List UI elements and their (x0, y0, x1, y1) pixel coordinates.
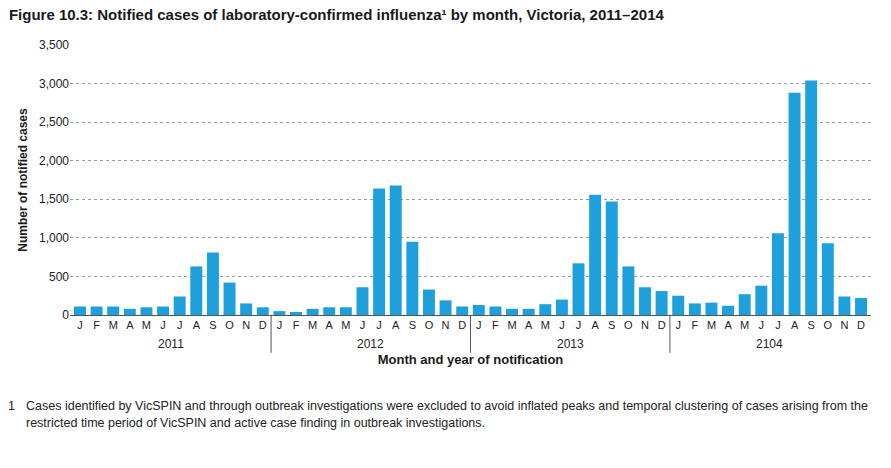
svg-text:F: F (492, 319, 499, 331)
svg-text:M: M (142, 319, 151, 331)
svg-text:1,500: 1,500 (39, 192, 69, 206)
svg-text:N: N (242, 319, 250, 331)
svg-text:A: A (193, 319, 201, 331)
svg-text:J: J (177, 319, 183, 331)
svg-text:S: S (807, 319, 814, 331)
svg-text:2012: 2012 (357, 337, 384, 351)
svg-text:A: A (525, 319, 533, 331)
svg-text:J: J (476, 319, 482, 331)
svg-text:J: J (759, 319, 765, 331)
svg-text:J: J (360, 319, 366, 331)
svg-text:J: J (160, 319, 166, 331)
svg-text:A: A (126, 319, 134, 331)
svg-text:N: N (840, 319, 848, 331)
svg-text:D: D (259, 319, 267, 331)
svg-text:O: O (225, 319, 234, 331)
svg-text:D: D (658, 319, 666, 331)
svg-text:3,000: 3,000 (39, 77, 69, 91)
svg-text:N: N (442, 319, 450, 331)
svg-text:F: F (93, 319, 100, 331)
svg-text:M: M (308, 319, 317, 331)
svg-text:A: A (326, 319, 334, 331)
svg-text:Figure 10.3: Notified cases of: Figure 10.3: Notified cases of laborator… (9, 6, 665, 23)
svg-text:J: J (376, 319, 382, 331)
html-text:Cases identified by VicSPIN an: Cases identified by VicSPIN and through … (26, 399, 868, 430)
svg-text:M: M (341, 319, 350, 331)
svg-text:1,000: 1,000 (39, 231, 69, 245)
svg-text:F: F (691, 319, 698, 331)
svg-text:J: J (277, 319, 283, 331)
svg-text:2,000: 2,000 (39, 154, 69, 168)
svg-text:2,500: 2,500 (39, 115, 69, 129)
svg-text:A: A (791, 319, 799, 331)
svg-text:J: J (77, 319, 83, 331)
svg-text:A: A (392, 319, 400, 331)
svg-text:A: A (724, 319, 732, 331)
svg-text:M: M (740, 319, 749, 331)
svg-text:A: A (591, 319, 599, 331)
svg-text:J: J (675, 319, 681, 331)
svg-text:D: D (458, 319, 466, 331)
svg-text:S: S (409, 319, 416, 331)
svg-text:O: O (624, 319, 633, 331)
svg-text:2011: 2011 (158, 337, 184, 351)
svg-text:Number of notified cases: Number of notified cases (16, 108, 30, 252)
svg-text:D: D (857, 319, 865, 331)
svg-text:F: F (293, 319, 300, 331)
svg-text:500: 500 (49, 270, 69, 284)
svg-text:O: O (824, 319, 833, 331)
svg-text:N: N (641, 319, 649, 331)
svg-text:M: M (707, 319, 716, 331)
svg-text:S: S (209, 319, 216, 331)
svg-text:2013: 2013 (557, 337, 584, 351)
svg-text:J: J (559, 319, 565, 331)
svg-text:3,500: 3,500 (39, 38, 69, 52)
svg-text:O: O (425, 319, 434, 331)
svg-text:0: 0 (62, 308, 69, 322)
svg-text:M: M (109, 319, 118, 331)
svg-text:S: S (608, 319, 615, 331)
svg-text:Month and year of notification: Month and year of notification (378, 352, 564, 367)
svg-text:M: M (507, 319, 516, 331)
html-text:1: 1 (8, 399, 15, 413)
svg-text:J: J (576, 319, 582, 331)
svg-text:M: M (541, 319, 550, 331)
svg-text:J: J (775, 319, 781, 331)
svg-text:2104: 2104 (756, 337, 783, 351)
